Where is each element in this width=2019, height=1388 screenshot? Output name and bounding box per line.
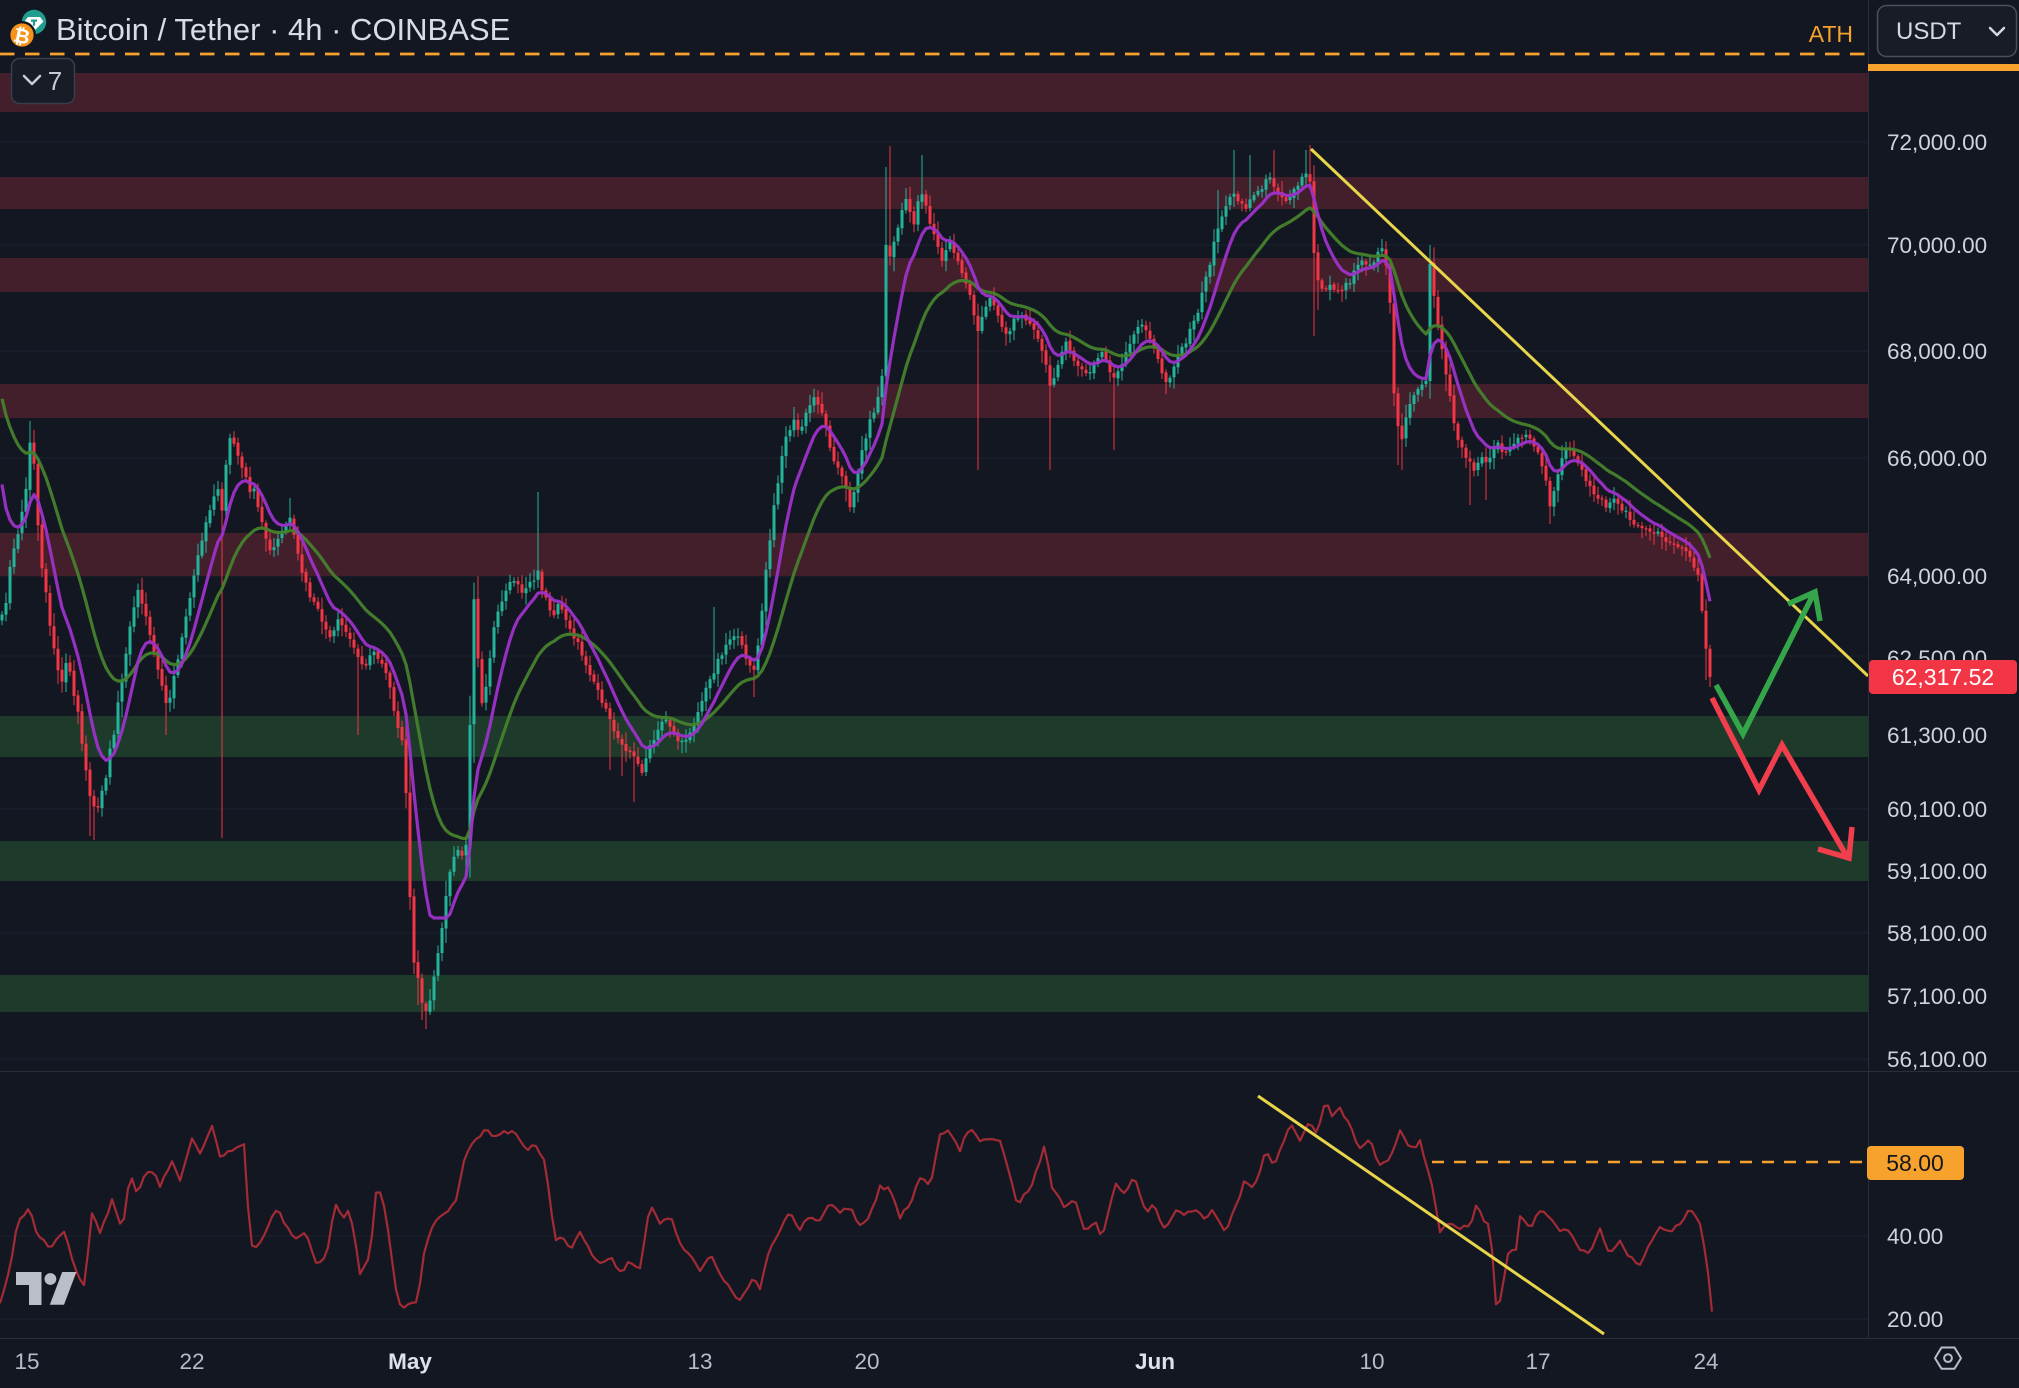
svg-text:USDT: USDT: [1896, 18, 1962, 45]
svg-text:7: 7: [48, 66, 62, 96]
svg-text:58,100.00: 58,100.00: [1887, 921, 1987, 946]
svg-text:68,000.00: 68,000.00: [1887, 339, 1987, 364]
svg-text:66,000.00: 66,000.00: [1887, 446, 1987, 471]
svg-text:13: 13: [687, 1349, 712, 1374]
svg-text:15: 15: [14, 1349, 39, 1374]
svg-text:61,300.00: 61,300.00: [1887, 723, 1987, 748]
svg-text:17: 17: [1525, 1349, 1550, 1374]
svg-text:24: 24: [1693, 1349, 1718, 1374]
svg-text:22: 22: [179, 1349, 204, 1374]
svg-text:58.00: 58.00: [1886, 1150, 1944, 1176]
svg-text:57,100.00: 57,100.00: [1887, 984, 1987, 1009]
svg-text:59,100.00: 59,100.00: [1887, 859, 1987, 884]
svg-text:20: 20: [854, 1349, 879, 1374]
svg-text:70,000.00: 70,000.00: [1887, 233, 1987, 258]
svg-text:20.00: 20.00: [1887, 1307, 1943, 1332]
svg-text:72,000.00: 72,000.00: [1887, 130, 1987, 155]
svg-text:Bitcoin / Tether · 4h · COINBA: Bitcoin / Tether · 4h · COINBASE: [56, 12, 510, 47]
svg-text:56,100.00: 56,100.00: [1887, 1047, 1987, 1072]
svg-text:May: May: [388, 1349, 432, 1374]
svg-text:ATH: ATH: [1809, 21, 1853, 47]
svg-text:62,317.52: 62,317.52: [1892, 664, 1994, 690]
svg-text:64,000.00: 64,000.00: [1887, 564, 1987, 589]
svg-text:Jun: Jun: [1135, 1349, 1175, 1374]
svg-text:40.00: 40.00: [1887, 1224, 1943, 1249]
svg-text:60,100.00: 60,100.00: [1887, 797, 1987, 822]
svg-text:10: 10: [1359, 1349, 1384, 1374]
svg-text:₿: ₿: [11, 25, 32, 50]
